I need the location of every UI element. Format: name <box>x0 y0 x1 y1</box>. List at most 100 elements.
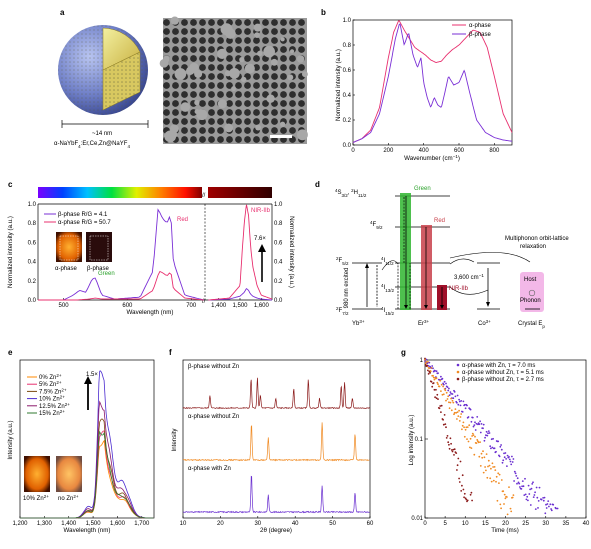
y-tick-label-g: 0.1 <box>415 437 424 443</box>
data-point-g-1 <box>485 453 488 455</box>
gap-label: 3,600 cm−1 <box>454 273 484 282</box>
y-axis-label-g: Log intensity (a.u.) <box>408 415 415 466</box>
x-tick-label-c: 700 <box>186 303 197 309</box>
data-point-g-1 <box>461 428 463 431</box>
panel-label-g: g <box>401 348 406 357</box>
data-point-g-0 <box>490 438 493 441</box>
data-point-g-0 <box>483 439 486 442</box>
y-tick-label-g: 1 <box>420 358 424 364</box>
data-point-g-2 <box>458 481 461 483</box>
cross-relax-curve <box>449 258 475 265</box>
data-point-g-0 <box>446 386 449 388</box>
data-point-g-2 <box>431 385 434 388</box>
emission-arrow-head <box>440 305 444 309</box>
data-point-g-0 <box>518 482 521 485</box>
text-span: 3/2 <box>342 193 349 198</box>
data-point-g-0 <box>534 491 536 494</box>
data-point-g-1 <box>485 469 487 472</box>
data-point-g-0 <box>458 400 461 403</box>
y-tick-label-b: 0.6 <box>343 68 352 74</box>
y-tick-label-b: 1.0 <box>343 18 352 24</box>
legend-label-e: 10% Zn2+ <box>39 394 65 403</box>
co-arrow-head <box>486 302 490 307</box>
core-cutaway-top <box>102 27 141 71</box>
x-tick-label-c: 1,600 <box>254 303 270 309</box>
tem-void <box>254 32 260 39</box>
data-point-g-1 <box>497 472 500 475</box>
legend-label-b: β-phase <box>469 32 491 38</box>
data-point-g-0 <box>503 452 505 455</box>
data-point-g-0 <box>441 377 444 380</box>
data-point-g-0 <box>548 505 550 508</box>
panel-label-e: e <box>8 348 13 357</box>
x-tick-label-e: 1,200 <box>12 521 28 527</box>
x-tick-label-b: 200 <box>383 148 394 154</box>
text-span: no Zn <box>58 496 73 502</box>
data-point-g-0 <box>504 452 507 454</box>
data-point-g-1 <box>445 399 447 402</box>
panel-label-f: f <box>169 348 172 357</box>
data-point-g-0 <box>514 472 517 475</box>
level-label-er-5: 4I15/2 <box>381 306 394 316</box>
data-point-g-1 <box>455 411 458 414</box>
text-span: 10% Zn <box>23 496 44 502</box>
tem-void <box>194 100 200 106</box>
tem-void <box>244 63 255 74</box>
annotation-green: Green <box>98 271 115 277</box>
data-point-g-1 <box>469 446 471 449</box>
data-point-g-1 <box>473 453 476 456</box>
data-point-g-1 <box>483 456 486 459</box>
text-span: 4 <box>127 144 130 149</box>
tem-void <box>217 48 228 59</box>
data-point-g-0 <box>529 488 531 491</box>
data-point-g-0 <box>530 487 533 490</box>
trace-label-f-1: α-phase without Zn <box>188 414 239 420</box>
tem-void <box>270 58 278 66</box>
data-point-g-0 <box>431 365 434 367</box>
data-point-g-0 <box>474 421 476 424</box>
data-point-g-0 <box>513 480 515 482</box>
data-point-g-1 <box>449 401 452 404</box>
data-point-g-2 <box>437 398 439 400</box>
data-point-g-0 <box>552 503 555 506</box>
data-point-g-2 <box>471 499 473 502</box>
panel-label-d: d <box>315 180 320 189</box>
data-point-g-2 <box>442 423 445 426</box>
data-point-g-1 <box>440 383 443 386</box>
data-point-g-0 <box>448 387 450 390</box>
data-point-g-1 <box>433 378 436 381</box>
y-tick-label-g: 0.01 <box>411 516 423 522</box>
data-point-g-1 <box>488 464 491 467</box>
data-point-g-2 <box>450 449 453 451</box>
data-point-g-1 <box>491 462 494 465</box>
text-span: 4 <box>381 256 384 261</box>
data-point-g-1 <box>466 426 469 428</box>
text-span: 5% Zn <box>39 382 56 388</box>
level-label-yb-upper: 2F5/2 <box>336 256 349 266</box>
y-tick-label-c-left: 0.4 <box>28 260 37 266</box>
text-span: 10% Zn <box>39 397 60 403</box>
data-point-g-1 <box>444 389 447 392</box>
data-point-g-1 <box>445 391 448 394</box>
data-point-g-0 <box>432 367 434 370</box>
text-span: 3+ <box>359 319 365 324</box>
host-box <box>520 272 544 312</box>
data-point-g-0 <box>522 485 525 488</box>
data-point-g-2 <box>433 388 436 391</box>
legend-marker-g <box>456 370 460 374</box>
data-point-g-0 <box>492 437 494 440</box>
x-tick-label-f: 40 <box>292 521 299 527</box>
data-point-g-0 <box>453 391 456 393</box>
level-label-er-1: 4S3/2, 2H11/2 <box>335 188 367 198</box>
legend-label-e: 7.5% Zn2+ <box>39 387 67 396</box>
y-axis-label-b: Normalized intensity (a.u.) <box>335 49 342 121</box>
fold-arrow-head <box>258 244 266 252</box>
tem-void <box>159 58 169 68</box>
y-tick-label-c-right: 0.0 <box>274 298 283 304</box>
data-point-g-0 <box>445 382 447 385</box>
text-span: 7/2 <box>342 311 349 316</box>
inset-beta-photo <box>86 232 112 262</box>
data-point-g-1 <box>432 376 435 379</box>
data-point-g-2 <box>453 448 456 451</box>
